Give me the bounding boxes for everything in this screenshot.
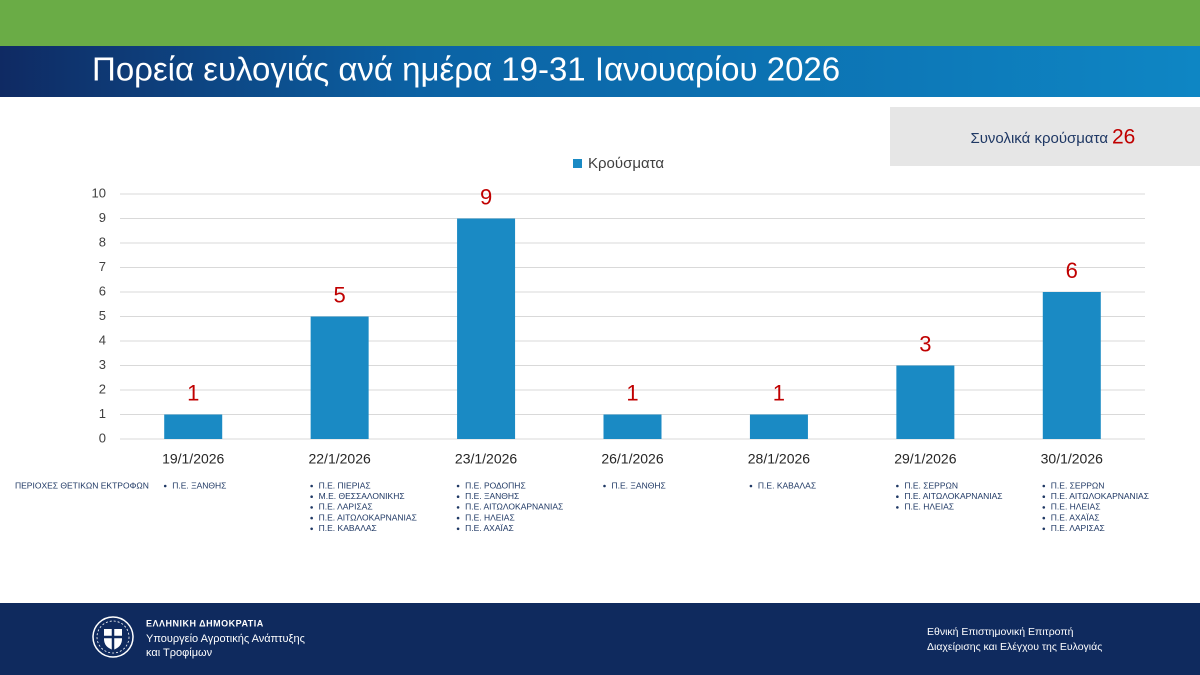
bullet (310, 516, 313, 520)
footer-committee: Διαχείρισης και Ελέγχου της Ευλογιάς (927, 641, 1102, 653)
bullet (456, 495, 460, 499)
region-item: Π.Ε. ΗΛΕΙΑΣ (904, 502, 954, 512)
y-tick-label: 9 (99, 210, 106, 225)
title-band (0, 46, 1200, 97)
region-item: Π.Ε. ΞΑΝΘΗΣ (172, 480, 226, 490)
y-tick-label: 2 (99, 381, 106, 396)
bullet (896, 495, 899, 499)
region-item: Π.Ε. ΞΑΝΘΗΣ (612, 480, 666, 490)
bar (1042, 292, 1101, 439)
region-item: Π.Ε. ΑΙΤΩΛΟΚΑΡΝΑΝΙΑΣ (1051, 491, 1149, 501)
chart-title: Πορεία ευλογιάς ανά ημέρα 19-31 Ιανουαρί… (92, 51, 840, 88)
y-tick-label: 3 (99, 357, 106, 372)
x-tick-label: 26/1/2026 (601, 451, 663, 467)
region-item: Π.Ε. ΛΑΡΙΣΑΣ (319, 502, 373, 512)
bullet (896, 506, 899, 509)
bullet (310, 506, 313, 509)
y-tick-label: 10 (92, 185, 106, 200)
region-item: Π.Ε. ΚΑΒΑΛΑΣ (319, 523, 377, 533)
bullet (310, 527, 313, 531)
footer (0, 603, 1200, 675)
region-item: Π.Ε. ΑΙΤΩΛΟΚΑΡΝΑΝΙΑΣ (319, 512, 417, 522)
region-item: Π.Ε. ΗΛΕΙΑΣ (465, 512, 515, 522)
y-tick-label: 5 (99, 308, 106, 323)
bar (457, 218, 516, 439)
data-label: 6 (1066, 258, 1078, 283)
footer-ministry: και Τροφίμων (146, 647, 213, 659)
region-item: Π.Ε. ΞΑΝΘΗΣ (465, 491, 519, 501)
y-tick-label: 7 (99, 259, 106, 274)
footer-ministry: Υπουργείο Αγροτικής Ανάπτυξης (146, 633, 305, 645)
region-item: Π.Ε. ΛΑΡΙΣΑΣ (1051, 523, 1105, 533)
bar (749, 414, 808, 439)
region-item: Π.Ε. ΣΕΡΡΩΝ (904, 480, 958, 490)
data-label: 1 (626, 380, 638, 405)
data-label: 1 (187, 380, 199, 405)
footer-country: ΕΛΛΗΝΙΚΗ ΔΗΜΟΚΡΑΤΙΑ (146, 618, 264, 628)
x-tick-label: 28/1/2026 (748, 451, 810, 467)
total-value: 26 (1112, 126, 1135, 149)
region-item: Π.Ε. ΑΙΤΩΛΟΚΑΡΝΑΝΙΑΣ (465, 502, 563, 512)
data-label: 1 (773, 380, 785, 405)
legend-label: Κρούσματα (588, 155, 664, 172)
bullet (1042, 516, 1046, 520)
y-tick-label: 1 (99, 406, 106, 421)
x-tick-label: 23/1/2026 (455, 451, 517, 467)
data-label: 9 (480, 184, 492, 209)
total-label: Συνολικά κρούσματα (970, 130, 1108, 147)
total-box (890, 107, 1200, 166)
bullet (456, 506, 460, 509)
x-tick-label: 30/1/2026 (1041, 451, 1103, 467)
bar (896, 365, 955, 439)
bullet (1042, 527, 1046, 531)
region-item: Π.Ε. ΡΟΔΟΠΗΣ (465, 480, 526, 490)
region-item: Π.Ε. ΑΙΤΩΛΟΚΑΡΝΑΝΙΑΣ (904, 491, 1002, 501)
x-tick-label: 22/1/2026 (308, 451, 370, 467)
y-tick-label: 4 (99, 332, 106, 347)
bullet (456, 527, 460, 531)
bullet (1042, 495, 1046, 499)
bullet (310, 495, 313, 499)
y-tick-label: 8 (99, 234, 106, 249)
legend-swatch (573, 159, 582, 168)
x-tick-label: 29/1/2026 (894, 451, 956, 467)
bullet (1042, 506, 1046, 509)
bullet (456, 484, 460, 488)
bullet (1042, 484, 1046, 488)
bullet (456, 516, 460, 520)
region-item: Π.Ε. ΣΕΡΡΩΝ (1051, 480, 1105, 490)
bullet (310, 484, 313, 488)
bullet (896, 484, 899, 488)
region-item: Π.Ε. ΚΑΒΑΛΑΣ (758, 480, 816, 490)
bar (164, 414, 223, 439)
bar (310, 316, 369, 439)
bullet (603, 484, 606, 488)
emblem (92, 616, 134, 658)
footer-committee: Εθνική Επιστημονική Επιτροπή (927, 626, 1074, 638)
region-item: Μ.Ε. ΘΕΣΣΑΛΟΝΙΚΗΣ (319, 491, 405, 501)
y-tick-label: 0 (99, 430, 106, 445)
x-tick-label: 19/1/2026 (162, 451, 224, 467)
data-label: 3 (919, 331, 931, 356)
bullet (749, 484, 753, 488)
region-item: Π.Ε. ΠΙΕΡΙΑΣ (319, 480, 371, 490)
top-band (0, 0, 1200, 46)
y-tick-label: 6 (99, 283, 106, 298)
data-label: 5 (334, 282, 346, 307)
bar (603, 414, 662, 439)
bullet (163, 484, 167, 488)
region-item: Π.Ε. ΑΧΑΪΑΣ (1051, 512, 1100, 522)
region-item: Π.Ε. ΑΧΑΪΑΣ (465, 523, 514, 533)
regions-label: ΠΕΡΙΟΧΕΣ ΘΕΤΙΚΩΝ ΕΚΤΡΟΦΩΝ (15, 480, 149, 490)
region-item: Π.Ε. ΗΛΕΙΑΣ (1051, 502, 1101, 512)
